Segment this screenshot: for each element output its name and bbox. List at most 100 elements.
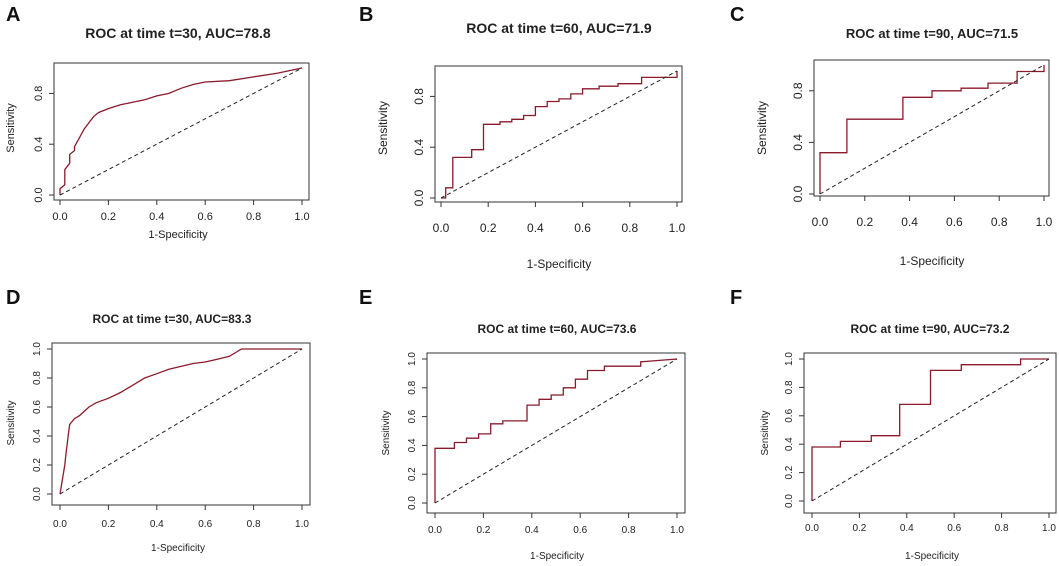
roc-panel-f: F ROC at time t=90, AUC=73.2 0.0 0.2 0.4 0.6…: [706, 283, 1059, 566]
y-axis-label: Sensitivity: [755, 101, 769, 155]
x-tick-label: 0.4: [901, 215, 918, 229]
roc-curve-line: [434, 358, 678, 503]
chart-title: ROC at time t=30, AUC=83.3: [93, 312, 252, 326]
y-tick-label: 1.0: [784, 352, 795, 366]
roc-curve-line: [811, 358, 1049, 501]
x-axis-label: 1-Specificity: [151, 543, 205, 554]
y-tick-label: 0.4: [32, 429, 43, 443]
roc-chart-e: ROC at time t=60, AUC=73.6 0.0 0.2 0.4 0.6 0.…: [381, 322, 686, 562]
plot-frame: [813, 59, 1050, 197]
x-tick-label: 1.0: [294, 211, 309, 223]
y-tick-label: 0.0: [791, 185, 805, 202]
y-axis-label: Sensitivity: [760, 410, 771, 455]
y-tick-label: 0.4: [791, 134, 805, 151]
y-tick-label: 0.4: [407, 438, 418, 452]
x-tick-label: 0.4: [900, 523, 914, 534]
y-tick-label: 0.6: [407, 409, 418, 423]
x-tick-label: 1.0: [670, 525, 684, 536]
x-tick-label: 1.0: [1036, 215, 1053, 229]
roc-curve-line: [59, 348, 302, 495]
x-tick-label: 0.6: [947, 523, 961, 534]
panel-letter-a: A: [6, 4, 21, 26]
roc-chart-c: ROC at time t=90, AUC=71.5 0.0 0.2 0.4 0.6 0.…: [755, 26, 1053, 268]
y-axis-label: Sensitivity: [5, 103, 17, 153]
x-axis-label: 1-Specificity: [900, 254, 965, 268]
reference-diagonal-line: [440, 70, 678, 199]
y-tick-label: 0.2: [407, 467, 418, 481]
roc-panel-e: E ROC at time t=60, AUC=73.6 0.0 0.2 0.4 0.6…: [353, 283, 706, 566]
x-tick-label: 0.2: [101, 519, 115, 530]
y-tick-label: 0.8: [412, 88, 426, 105]
x-tick-label: 0.4: [527, 221, 544, 235]
x-tick-label: 1.0: [1042, 523, 1056, 534]
x-tick-label: 0.0: [428, 525, 442, 536]
y-tick-label: 0.6: [32, 400, 43, 414]
x-axis-label: 1-Specificity: [527, 257, 592, 271]
x-tick-label: 0.6: [198, 519, 212, 530]
y-tick-label: 0.8: [32, 371, 43, 385]
x-axis-label: 1-Specificity: [905, 551, 959, 562]
x-tick-label: 0.2: [101, 211, 116, 223]
y-tick-label: 1.0: [407, 352, 418, 366]
plot-frame: [426, 352, 686, 514]
x-tick-label: 0.4: [150, 519, 164, 530]
y-axis-label: Sensitivity: [376, 101, 390, 155]
plot-frame: [51, 342, 311, 506]
y-tick-label: 0.4: [412, 139, 426, 156]
roc-chart-a: ROC at time t=30, AUC=78.8 0.0 0.2 0.4 0.6 0.…: [5, 25, 310, 241]
y-tick-label: 0.8: [791, 82, 805, 99]
x-tick-label: 0.4: [525, 525, 539, 536]
plot-frame: [434, 65, 683, 203]
x-tick-label: 0.8: [991, 215, 1008, 229]
x-tick-label: 0.0: [433, 221, 450, 235]
panel-letter-d: D: [6, 287, 21, 309]
chart-title: ROC at time t=60, AUC=73.6: [478, 322, 637, 336]
reference-diagonal-line: [819, 64, 1045, 195]
roc-curve-line: [59, 67, 303, 195]
x-tick-label: 0.6: [574, 221, 591, 235]
x-tick-label: 0.0: [52, 211, 67, 223]
x-tick-label: 0.8: [995, 523, 1009, 534]
y-tick-label: 0.4: [784, 437, 795, 451]
y-tick-label: 0.8: [407, 380, 418, 394]
reference-diagonal-line: [59, 348, 303, 495]
y-tick-label: 0.8: [784, 380, 795, 394]
chart-title: ROC at time t=30, AUC=78.8: [85, 25, 271, 41]
x-tick-label: 0.8: [622, 525, 636, 536]
x-tick-label: 1.0: [295, 519, 309, 530]
x-tick-label: 0.2: [476, 525, 490, 536]
roc-panel-b: B ROC at time t=60, AUC=71.9 0.0 0.2 0.4 0.6…: [353, 0, 706, 283]
x-tick-label: 0.0: [53, 519, 67, 530]
chart-title: ROC at time t=60, AUC=71.9: [466, 20, 652, 36]
x-tick-label: 0.0: [805, 523, 819, 534]
y-tick-label: 0.0: [33, 187, 45, 202]
y-tick-label: 0.2: [32, 458, 43, 472]
y-tick-label: 0.0: [32, 487, 43, 501]
x-tick-label: 0.4: [149, 211, 164, 223]
roc-panel-c: C ROC at time t=90, AUC=71.5 0.0 0.2 0.4 0.6…: [706, 0, 1059, 283]
panel-letter-b: B: [359, 4, 374, 26]
panel-letter-e: E: [359, 287, 373, 309]
reference-diagonal-line: [434, 358, 678, 504]
x-tick-label: 0.8: [621, 221, 638, 235]
panel-letter-f: F: [730, 287, 743, 309]
y-tick-label: 1.0: [32, 342, 43, 356]
x-tick-label: 1.0: [669, 221, 686, 235]
y-tick-label: 0.0: [407, 496, 418, 510]
x-tick-label: 0.2: [856, 215, 873, 229]
x-tick-label: 0.6: [946, 215, 963, 229]
y-tick-label: 0.0: [412, 189, 426, 206]
roc-chart-f: ROC at time t=90, AUC=73.2 0.0 0.2 0.4 0.6 0.…: [760, 322, 1057, 562]
x-tick-label: 0.0: [812, 215, 829, 229]
x-tick-label: 0.6: [198, 211, 213, 223]
x-axis-label: 1-Specificity: [530, 551, 584, 562]
x-tick-label: 0.2: [480, 221, 497, 235]
y-axis-label: Sensitivity: [6, 400, 17, 445]
y-axis-label: Sensitivity: [381, 410, 392, 455]
x-tick-label: 0.8: [246, 211, 261, 223]
roc-curve-line: [441, 71, 678, 199]
y-tick-label: 0.4: [33, 137, 45, 152]
x-tick-label: 0.8: [247, 519, 261, 530]
plot-frame: [53, 62, 310, 201]
x-tick-label: 0.6: [573, 525, 587, 536]
